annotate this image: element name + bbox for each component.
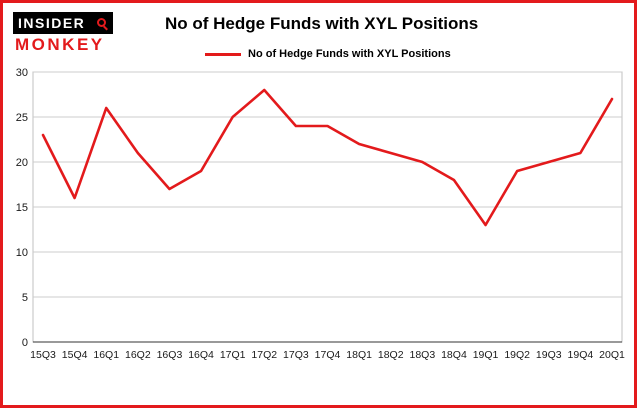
x-tick-label: 15Q4: [62, 349, 88, 361]
logo-insider-text: INSIDER: [18, 15, 86, 31]
x-tick-label: 18Q3: [409, 349, 435, 361]
x-tick-label: 16Q1: [93, 349, 119, 361]
magnifier-icon: [97, 17, 108, 29]
y-tick-label: 25: [16, 112, 28, 124]
legend-line-swatch: [205, 52, 241, 56]
x-tick-label: 16Q3: [157, 349, 183, 361]
header: INSIDER MONKEY No of Hedge Funds with XY…: [3, 3, 634, 60]
page-title: No of Hedge Funds with XYL Positions: [165, 14, 479, 33]
x-tick-label: 16Q4: [188, 349, 214, 361]
legend-label: No of Hedge Funds with XYL Positions: [248, 48, 451, 60]
insider-monkey-logo: INSIDER MONKEY: [13, 12, 113, 55]
chart-area: 0 5 10 15 20 25 30 15Q3 15Q4 16Q1 16Q2 16Q3 16Q4 17Q1…: [3, 60, 634, 373]
legend: No of Hedge Funds with XYL Positions: [205, 48, 478, 60]
y-tick-label: 10: [16, 247, 28, 259]
header-text: No of Hedge Funds with XYL Positions No …: [165, 12, 478, 60]
x-tick-label: 18Q1: [346, 349, 372, 361]
logo-monkey-text: MONKEY: [15, 35, 105, 54]
logo-insider-box: INSIDER: [13, 12, 113, 34]
y-tick-label: 0: [22, 337, 28, 349]
x-tick-label: 20Q1: [599, 349, 625, 361]
y-tick-label: 15: [16, 202, 28, 214]
x-tick-label: 19Q3: [536, 349, 562, 361]
series-line: [41, 88, 614, 227]
y-tick-label: 5: [22, 292, 28, 304]
x-tick-label: 17Q4: [315, 349, 341, 361]
y-tick-label: 20: [16, 157, 28, 169]
y-tick-label: 30: [16, 67, 28, 79]
x-tick-label: 17Q2: [251, 349, 277, 361]
x-tick-label: 17Q1: [220, 349, 246, 361]
x-tick-label: 17Q3: [283, 349, 309, 361]
x-tick-label: 15Q3: [30, 349, 56, 361]
line-chart: 0 5 10 15 20 25 30 15Q3 15Q4 16Q1 16Q2 16Q3 16Q4 17Q1…: [16, 67, 625, 361]
x-tick-label: 19Q4: [568, 349, 594, 361]
x-tick-label: 18Q4: [441, 349, 467, 361]
x-tick-label: 16Q2: [125, 349, 151, 361]
x-tick-label: 18Q2: [378, 349, 404, 361]
x-tick-label: 19Q2: [504, 349, 530, 361]
x-tick-label: 19Q1: [473, 349, 499, 361]
